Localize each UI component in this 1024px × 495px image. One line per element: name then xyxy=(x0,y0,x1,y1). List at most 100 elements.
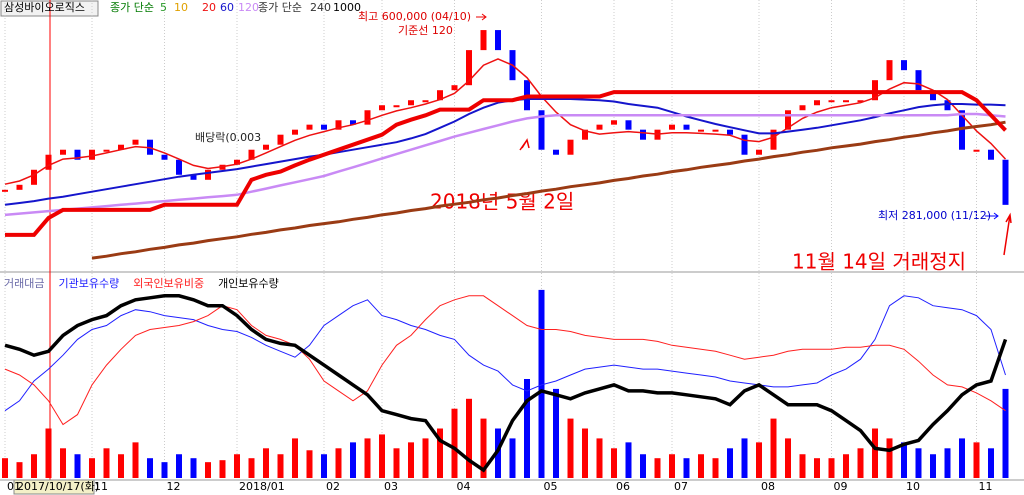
volume-bar xyxy=(770,418,777,478)
x-tick-label: 08 xyxy=(761,480,775,493)
volume-bar xyxy=(480,418,487,478)
candle xyxy=(959,110,965,150)
x-tick-label: 11 xyxy=(94,480,108,493)
volume-bar xyxy=(944,448,951,478)
candle xyxy=(901,60,907,71)
volume-bar xyxy=(915,448,922,478)
volume-bar xyxy=(437,428,443,478)
volume-bar xyxy=(60,448,66,478)
x-tick-label: 06 xyxy=(616,480,630,493)
volume-bar xyxy=(306,450,313,478)
candle xyxy=(437,90,443,101)
volume-bar xyxy=(393,448,400,478)
volume-bar xyxy=(451,408,458,478)
volume-bar xyxy=(103,448,110,478)
volume-bar xyxy=(886,438,893,478)
candle xyxy=(495,30,501,51)
ma-line xyxy=(91,120,1006,260)
volume-bar xyxy=(582,428,588,478)
volume-bar xyxy=(814,458,820,478)
candle xyxy=(480,30,487,51)
candle xyxy=(785,110,791,130)
dividend-annotation: 배당락(0.003 xyxy=(195,131,261,144)
candle xyxy=(727,129,733,135)
volume-bar xyxy=(263,448,269,478)
indicator-line xyxy=(4,295,1006,412)
volume-bar xyxy=(756,442,762,478)
candle xyxy=(118,144,124,150)
candle xyxy=(843,100,849,103)
volume-bar xyxy=(45,428,52,478)
legend-item: 5 xyxy=(160,1,167,14)
cursor-label: 2017/10/17(화) xyxy=(17,480,99,493)
legend-item: 거래대금 xyxy=(4,277,44,290)
volume-bar xyxy=(74,454,81,478)
volume-bar xyxy=(727,448,733,478)
candle xyxy=(350,120,356,125)
candle xyxy=(335,120,342,130)
volume-bar xyxy=(640,454,646,478)
candle xyxy=(74,149,81,160)
candle xyxy=(306,124,313,130)
legend-item: 외국인보유비중 xyxy=(133,277,204,290)
legend-item: 10 xyxy=(174,1,188,14)
volume-bar xyxy=(654,458,661,478)
candle xyxy=(161,154,168,160)
indicator-line xyxy=(4,294,1008,473)
header-label: 종가 단순 xyxy=(258,1,302,14)
volume-bar xyxy=(799,454,806,478)
candle xyxy=(103,149,110,152)
volume-bar xyxy=(379,434,385,478)
candle xyxy=(712,129,719,132)
candle xyxy=(292,129,298,135)
candle xyxy=(930,90,936,101)
x-tick-label: 01 xyxy=(7,480,21,493)
x-tick-label: 11 xyxy=(979,480,993,493)
candle xyxy=(698,129,704,132)
candle xyxy=(596,124,603,130)
candle xyxy=(640,129,646,140)
volume-bar xyxy=(234,454,240,478)
candle xyxy=(567,139,574,155)
volume-bar xyxy=(422,438,429,478)
volume-bar xyxy=(785,438,791,478)
x-tick-label: 2018/01 xyxy=(239,480,285,493)
candle xyxy=(770,129,777,150)
candle xyxy=(190,174,197,180)
annotation: 2018년 5월 2일 xyxy=(430,190,574,214)
volume-bar xyxy=(31,454,37,478)
candle xyxy=(814,100,820,106)
candle xyxy=(886,60,893,81)
candle xyxy=(915,70,922,91)
candle xyxy=(988,149,994,160)
candle xyxy=(393,105,400,108)
x-tick-label: 12 xyxy=(167,480,181,493)
volume-bar xyxy=(118,454,124,478)
candle xyxy=(45,154,52,170)
volume-bar xyxy=(741,438,748,478)
volume-bar xyxy=(176,454,182,478)
volume-bar xyxy=(901,442,907,478)
stock-name: 삼성바이오로직스 xyxy=(4,1,85,14)
candle xyxy=(277,134,284,145)
candle xyxy=(944,100,951,111)
candle xyxy=(321,124,327,130)
volume-bar xyxy=(509,438,516,478)
candle xyxy=(422,100,429,103)
x-tick-label: 02 xyxy=(326,480,340,493)
volume-bar xyxy=(364,438,371,478)
candle xyxy=(625,120,632,130)
candle xyxy=(553,149,559,155)
volume-bar xyxy=(524,379,530,478)
volume-bar xyxy=(611,448,617,478)
volume-bar xyxy=(1002,388,1009,478)
candle xyxy=(582,129,588,140)
candle xyxy=(234,159,240,165)
volume-bar xyxy=(683,458,690,478)
ma-line xyxy=(4,58,1007,185)
x-tick-label: 09 xyxy=(834,480,848,493)
candle xyxy=(799,105,806,111)
legend-item: 개인보유수량 xyxy=(218,277,279,290)
candle xyxy=(60,149,66,155)
